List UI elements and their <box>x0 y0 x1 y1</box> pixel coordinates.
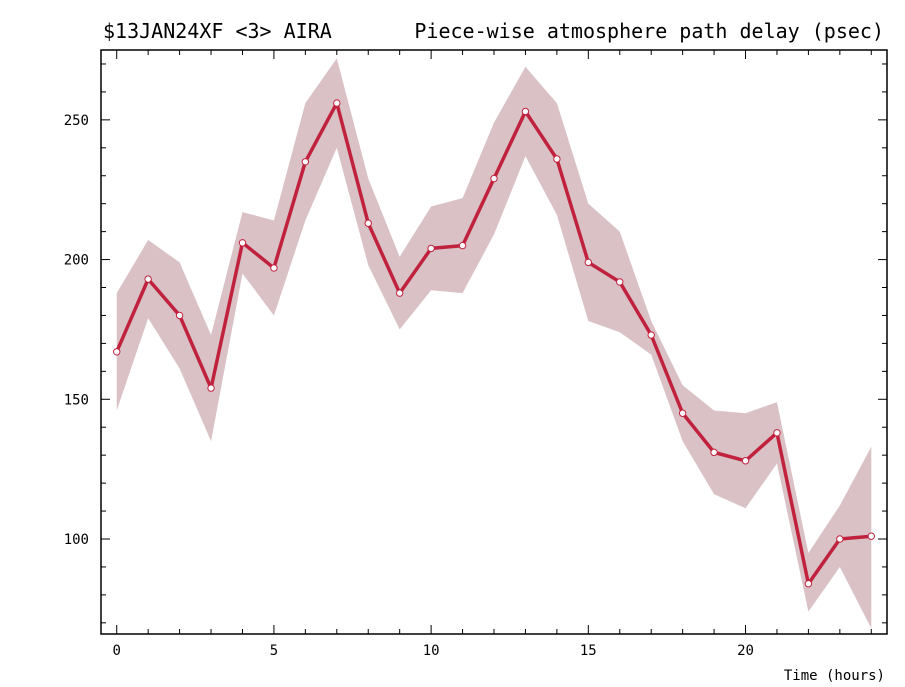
x-tick-label: 10 <box>423 643 440 659</box>
x-axis-label: Time (hours) <box>784 668 885 684</box>
data-point <box>836 535 844 543</box>
data-point-layer <box>113 99 875 588</box>
uncertainty-band-layer <box>116 58 872 629</box>
data-point <box>458 241 467 250</box>
data-point <box>427 244 435 253</box>
y-tick-label: 100 <box>64 532 89 548</box>
data-point <box>867 532 875 540</box>
chart-title-left: $13JAN24XF <3> AIRA <box>103 19 332 43</box>
data-point <box>616 278 624 286</box>
data-point <box>113 348 121 356</box>
data-point <box>333 99 341 107</box>
y-tick-label: 150 <box>64 392 89 408</box>
data-point <box>395 289 404 297</box>
data-point <box>270 264 278 272</box>
y-tick-label: 200 <box>64 253 89 269</box>
axis-ticks <box>101 50 887 634</box>
data-point <box>238 239 247 247</box>
data-point <box>773 429 781 437</box>
data-point <box>364 219 372 227</box>
x-tick-label: 0 <box>113 643 121 659</box>
data-point <box>710 448 718 457</box>
data-point <box>207 384 215 392</box>
x-tick-label: 20 <box>737 643 754 659</box>
chart-title-right: Piece-wise atmosphere path delay (psec) <box>414 19 884 43</box>
data-point <box>678 409 687 417</box>
data-point <box>175 311 184 320</box>
x-tick-label: 5 <box>270 643 278 659</box>
y-tick-label: 250 <box>64 113 89 129</box>
data-point <box>521 107 530 116</box>
axis-tick-labels: 0 5 10 15 20 100 150 200 250 <box>64 113 754 659</box>
data-point <box>553 155 561 163</box>
data-point <box>804 580 813 588</box>
data-point <box>647 331 655 339</box>
data-point <box>144 275 152 283</box>
data-point <box>301 158 310 166</box>
uncertainty-band <box>116 58 872 629</box>
data-point <box>490 174 498 183</box>
data-point <box>584 258 593 267</box>
x-tick-label: 15 <box>580 643 597 659</box>
data-point <box>741 457 750 465</box>
